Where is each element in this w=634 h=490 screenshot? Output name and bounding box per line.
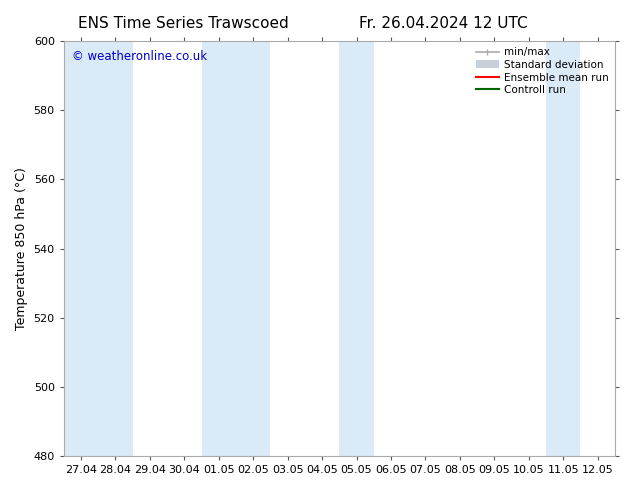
Bar — [339, 41, 374, 456]
Bar — [202, 41, 236, 456]
Text: ENS Time Series Trawscoed: ENS Time Series Trawscoed — [79, 16, 289, 31]
Bar — [546, 41, 580, 456]
Legend: min/max, Standard deviation, Ensemble mean run, Controll run: min/max, Standard deviation, Ensemble me… — [472, 44, 612, 98]
Bar — [236, 41, 271, 456]
Text: © weatheronline.co.uk: © weatheronline.co.uk — [72, 50, 207, 63]
Bar — [64, 41, 98, 456]
Y-axis label: Temperature 850 hPa (°C): Temperature 850 hPa (°C) — [15, 167, 28, 330]
Text: Fr. 26.04.2024 12 UTC: Fr. 26.04.2024 12 UTC — [359, 16, 528, 31]
Bar — [98, 41, 133, 456]
